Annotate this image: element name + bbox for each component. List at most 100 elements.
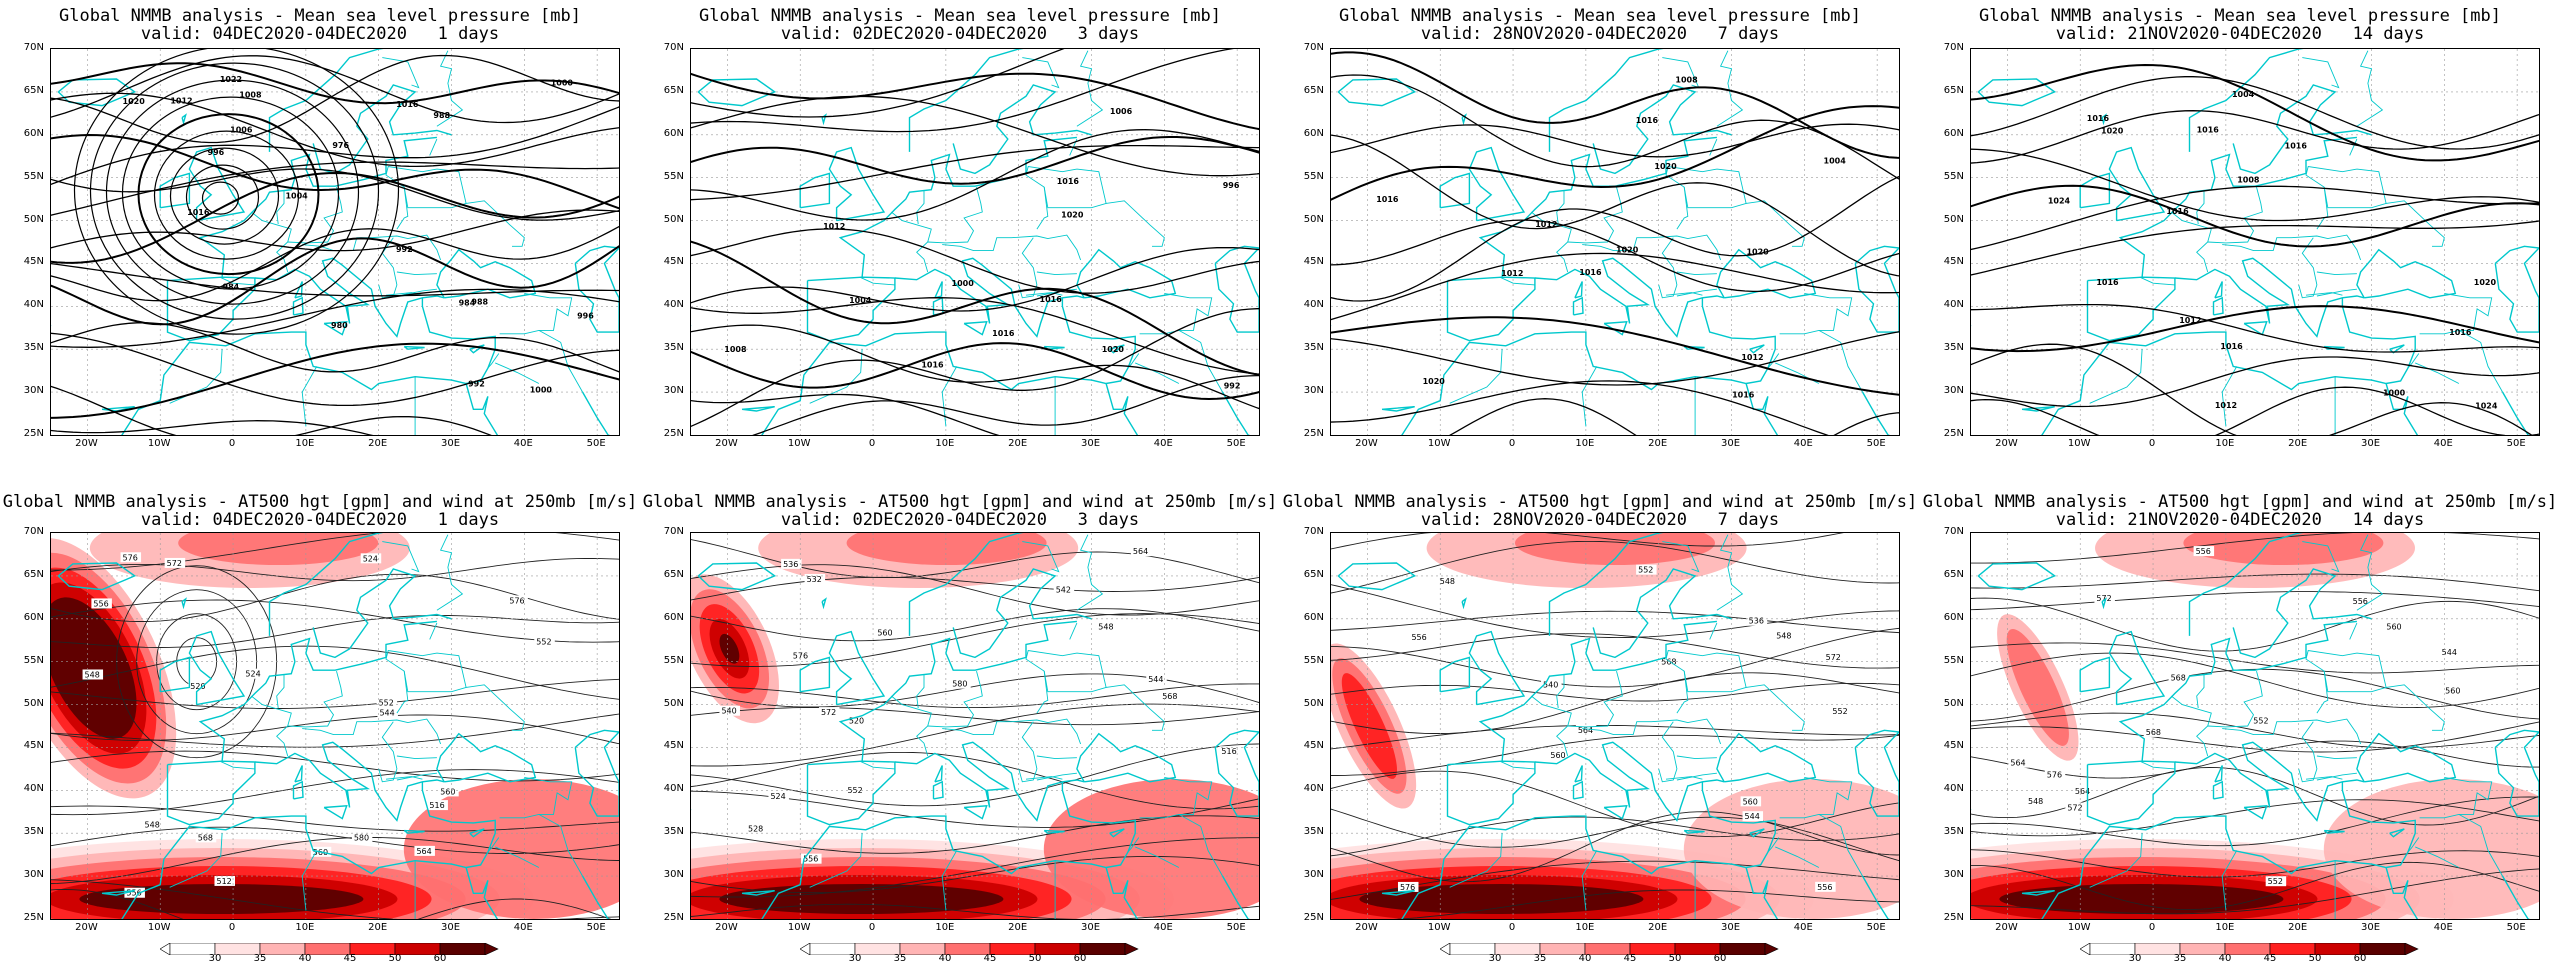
contour-label: 520: [849, 716, 864, 725]
isobar-label: 984: [459, 299, 476, 308]
latitude-label: 25N: [1943, 428, 1964, 439]
longitude-label: 50E: [1226, 922, 1246, 933]
z500-wind-map: 524 524 520 516 512 548 552 556 560 544 548 552 556 5…: [51, 533, 619, 919]
contour-label: 568: [1661, 658, 1676, 667]
colorbar-tick-label: 50: [2308, 953, 2322, 964]
contour-label-box: [875, 627, 896, 638]
contour-label-box: [1146, 674, 1167, 685]
colorbar-high-arrow: [1764, 942, 1779, 956]
isobar-label: 996: [1223, 181, 1240, 190]
latitude-label: 35N: [23, 342, 44, 354]
latitude-label: 45N: [663, 256, 684, 268]
isobar-label: 988: [433, 111, 450, 120]
contour-label-box: [2008, 757, 2029, 768]
latitude-label: 70N: [663, 526, 684, 537]
contour-label-box: [1053, 584, 1075, 595]
contour-label: 540: [1543, 680, 1558, 689]
latitude-label: 50N: [663, 697, 684, 709]
isobar-label: 984: [223, 282, 240, 291]
contour-label-box: [2193, 546, 2215, 557]
longitude-label: 30E: [440, 438, 461, 449]
map-frame: 1000 1004 1008 1012 1012 1016 1016 1024 1020 1016…: [1970, 48, 2540, 436]
contour-label-box: [438, 786, 459, 797]
longitude-label: 20E: [1648, 438, 1668, 449]
isobar-label: 1020: [2474, 278, 2497, 287]
contour-label: 560: [2386, 622, 2401, 631]
colorbar-tick-label: 35: [1533, 953, 1547, 964]
contour-label: 548: [1440, 577, 1455, 586]
isobar-label: 1012: [2179, 316, 2201, 325]
contour-label-box: [2143, 726, 2165, 737]
contour-label: 576: [123, 553, 138, 562]
contour-label: 542: [1056, 586, 1071, 595]
panel-valid-period: valid: 04DEC2020-04DEC2020 1 days: [140, 510, 500, 530]
longitude-label: 10E: [2215, 922, 2235, 933]
contour-label-box: [195, 832, 217, 843]
graticule: [1331, 533, 1899, 919]
colorbar-low-arrow: [1439, 942, 1451, 956]
isobar-label: 1012: [1535, 220, 1557, 229]
latitude-label: 25N: [1303, 912, 1324, 923]
contour-label: 544: [1745, 812, 1760, 821]
contour-label-box: [845, 784, 866, 795]
contour-label: 544: [379, 708, 394, 717]
latitude-label: 65N: [1303, 84, 1324, 96]
contour-label-box: [818, 707, 840, 718]
contour-label: 548: [85, 670, 100, 679]
longitude-label: 10E: [935, 922, 955, 933]
isobar-label: 1006: [1110, 107, 1133, 116]
panel-valid-period: valid: 02DEC2020-04DEC2020 3 days: [780, 24, 1140, 44]
contour-label: 568: [2146, 728, 2161, 737]
panel-valid-period: valid: 28NOV2020-04DEC2020 7 days: [1420, 24, 1780, 44]
panel-valid-period: valid: 02DEC2020-04DEC2020 3 days: [780, 510, 1140, 530]
mslp-panel-7days: Global NMMB analysis - Mean sea level pr…: [1280, 0, 1920, 480]
contour-label: 552: [2253, 716, 2268, 725]
contour-label-box: [1548, 750, 1569, 761]
isobar-label: 1016: [2096, 278, 2119, 287]
panel-valid-period: valid: 21NOV2020-04DEC2020 14 days: [2055, 24, 2425, 44]
contour-label-box: [846, 715, 868, 726]
contour-label: 524: [245, 670, 260, 679]
latitude-label: 30N: [1303, 869, 1324, 881]
z500-wind-panel-1day: Global NMMB analysis - AT500 hgt [gpm] a…: [0, 480, 640, 964]
longitude-label: 40E: [513, 438, 533, 449]
latitude-label: 30N: [663, 869, 684, 881]
latitude-label: 40N: [663, 299, 684, 311]
z500-wind-map: 542 544 516 520 524 528 532 536 540 548 552 556 560 5…: [691, 533, 1259, 919]
latitude-label: 40N: [663, 783, 684, 795]
contour-label-box: [801, 853, 822, 864]
contour-label: 568: [1162, 692, 1177, 701]
contour-label: 556: [1411, 633, 1426, 642]
latitude-label: 55N: [663, 170, 684, 182]
contour-label: 552: [847, 786, 862, 795]
isobar-label: 1016: [2285, 142, 2308, 151]
latitude-label: 50N: [1943, 213, 1964, 225]
contour-label-box: [804, 573, 826, 584]
isobar-label: 1020: [1616, 245, 1639, 254]
latitude-label: 50N: [1303, 697, 1324, 709]
longitude-label: 10W: [2067, 438, 2091, 449]
latitude-label: 60N: [1943, 127, 1964, 139]
contour-label: 564: [2010, 759, 2025, 768]
map-frame: 1004 1008 1016 1012 1012 1020 1020 1020 1020 1016…: [1330, 48, 1900, 436]
colorbar-tick-label: 60: [1713, 953, 1727, 964]
colorbar-high-arrow: [484, 942, 499, 956]
isobar-label: 1008: [1675, 76, 1698, 85]
isobars: 1000 1004 1008 1012 1012 1016 1016 1024 1020 1016…: [1971, 63, 2539, 435]
isobar-label: 1016: [1636, 116, 1659, 125]
contour-label-box: [377, 707, 398, 718]
contour-label: 560: [2445, 687, 2460, 696]
latitude-label: 60N: [23, 611, 44, 623]
latitude-label: 40N: [1943, 783, 1964, 795]
contour-label-box: [1437, 576, 1459, 587]
contour-label-box: [124, 887, 145, 898]
colorbar-low-arrow: [159, 942, 171, 956]
longitude-label: 50E: [2506, 438, 2526, 449]
contour-label: 556: [1817, 883, 1832, 892]
map-frame: 1016 1020 992 996 1000 1004 1006 1008 1016 1012 10…: [690, 48, 1260, 436]
longitude-label: 40E: [1153, 438, 1173, 449]
isobar-label: 1016: [2197, 126, 2220, 135]
longitude-label: 30E: [1720, 922, 1741, 933]
contour-label-box: [790, 650, 812, 661]
contour-label-box: [2168, 672, 2190, 683]
